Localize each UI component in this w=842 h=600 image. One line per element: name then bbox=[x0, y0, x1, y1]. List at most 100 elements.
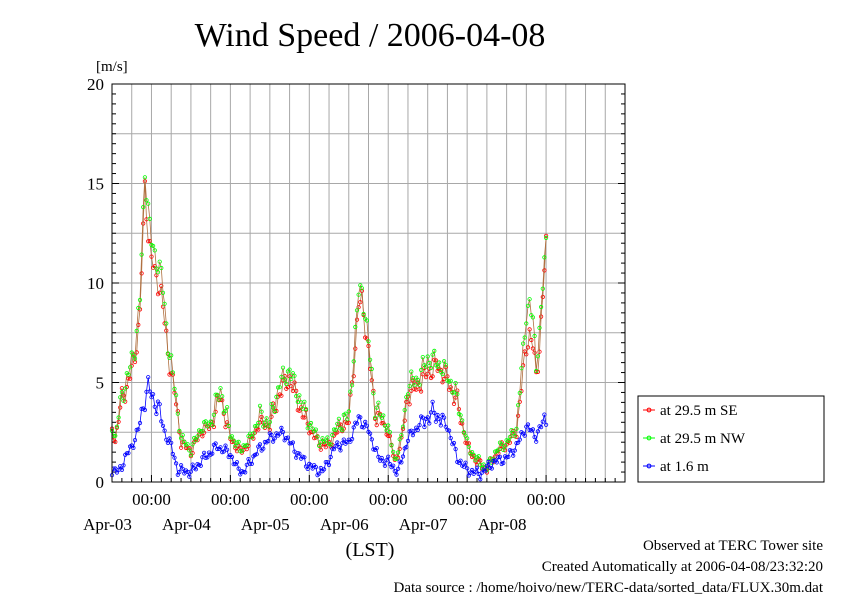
data-point bbox=[146, 201, 151, 206]
data-point bbox=[543, 235, 549, 240]
data-point bbox=[154, 411, 159, 417]
data-point bbox=[458, 413, 463, 418]
data-point bbox=[289, 384, 294, 389]
data-point bbox=[524, 321, 529, 326]
data-point bbox=[361, 425, 366, 430]
data-point bbox=[139, 252, 144, 257]
data-point bbox=[310, 466, 315, 471]
data-point bbox=[198, 463, 203, 468]
data-point bbox=[506, 438, 511, 444]
data-point bbox=[430, 399, 435, 404]
data-point bbox=[239, 449, 244, 454]
data-point bbox=[231, 462, 236, 467]
data-point bbox=[534, 439, 539, 444]
data-point bbox=[257, 442, 263, 447]
data-point bbox=[430, 352, 435, 357]
data-point bbox=[290, 440, 295, 445]
data-point bbox=[354, 317, 360, 322]
data-point bbox=[282, 377, 287, 382]
data-point bbox=[244, 446, 249, 452]
data-point bbox=[225, 420, 230, 425]
data-point bbox=[249, 461, 254, 466]
data-point bbox=[448, 435, 453, 441]
data-point bbox=[391, 463, 396, 468]
data-point bbox=[300, 415, 305, 420]
x-time-label: 00:00 bbox=[132, 490, 171, 509]
data-point bbox=[343, 411, 348, 416]
legend-marker-low bbox=[646, 463, 652, 469]
data-point bbox=[248, 461, 253, 466]
data-point bbox=[489, 466, 494, 471]
data-point bbox=[141, 205, 146, 210]
data-point bbox=[369, 378, 374, 383]
data-point bbox=[461, 464, 466, 469]
data-point bbox=[216, 397, 221, 402]
data-point bbox=[292, 380, 297, 385]
data-point bbox=[172, 455, 177, 460]
data-point bbox=[397, 446, 402, 451]
data-point bbox=[386, 423, 391, 428]
data-point bbox=[359, 424, 364, 430]
data-point bbox=[279, 425, 284, 430]
data-point bbox=[423, 374, 429, 380]
data-point bbox=[159, 265, 164, 271]
data-point bbox=[213, 441, 218, 446]
data-point bbox=[514, 426, 519, 431]
data-point bbox=[399, 460, 404, 465]
data-point bbox=[348, 389, 353, 394]
data-point bbox=[540, 286, 545, 291]
data-point bbox=[269, 432, 274, 438]
data-point bbox=[340, 427, 345, 433]
data-point bbox=[530, 346, 536, 351]
data-point bbox=[215, 392, 220, 397]
data-point bbox=[266, 424, 271, 429]
data-point bbox=[172, 386, 177, 391]
data-point bbox=[132, 356, 138, 361]
data-point bbox=[154, 273, 159, 278]
data-point bbox=[369, 437, 374, 442]
data-point bbox=[275, 385, 281, 390]
data-point bbox=[159, 419, 164, 424]
data-point bbox=[132, 437, 138, 443]
data-point bbox=[287, 367, 292, 372]
data-point bbox=[451, 401, 457, 406]
x-date-label: Apr-04 bbox=[162, 515, 211, 534]
data-point bbox=[285, 435, 290, 440]
data-point bbox=[527, 297, 532, 302]
data-point bbox=[399, 432, 404, 438]
data-point bbox=[443, 362, 448, 367]
data-point bbox=[527, 327, 532, 332]
data-point bbox=[128, 365, 133, 370]
data-point bbox=[313, 464, 318, 470]
data-point bbox=[261, 424, 266, 429]
data-point bbox=[182, 439, 187, 444]
data-point bbox=[187, 474, 192, 479]
data-point bbox=[229, 434, 235, 439]
data-point bbox=[305, 466, 310, 471]
data-point bbox=[374, 405, 379, 410]
y-axis-unit-label: [m/s] bbox=[96, 59, 128, 75]
data-point bbox=[225, 405, 230, 410]
data-point bbox=[415, 427, 420, 433]
data-point bbox=[502, 443, 508, 448]
data-point bbox=[420, 372, 425, 377]
data-point bbox=[351, 425, 356, 430]
data-point bbox=[438, 423, 443, 428]
data-point bbox=[384, 428, 389, 433]
data-point bbox=[246, 456, 251, 462]
data-point bbox=[364, 318, 369, 323]
data-point bbox=[160, 290, 166, 295]
data-point bbox=[289, 376, 294, 382]
data-point bbox=[451, 440, 457, 446]
data-point bbox=[418, 367, 424, 373]
data-point bbox=[346, 420, 351, 425]
x-date-label: Apr-08 bbox=[478, 515, 527, 534]
data-point bbox=[261, 446, 266, 451]
data-point bbox=[284, 381, 289, 387]
data-point bbox=[441, 376, 447, 381]
data-point bbox=[179, 445, 184, 450]
x-time-label: 00:00 bbox=[527, 490, 566, 509]
data-point bbox=[418, 389, 424, 394]
data-point bbox=[422, 424, 427, 430]
data-point bbox=[321, 467, 327, 472]
